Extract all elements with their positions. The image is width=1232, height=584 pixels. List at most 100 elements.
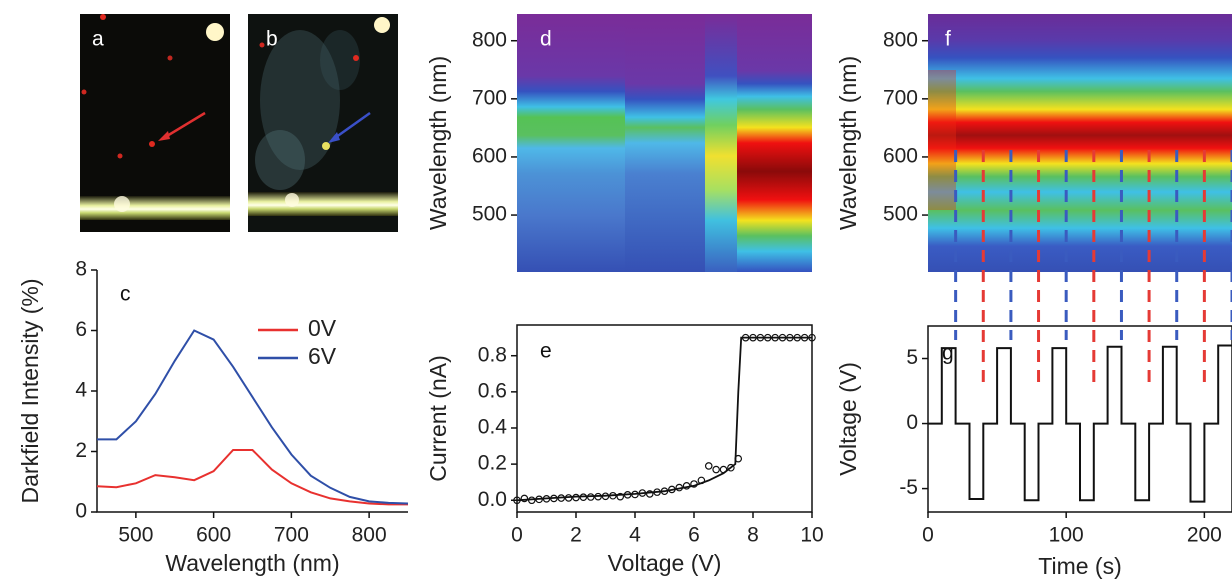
data-point (808, 333, 816, 342)
data-point (520, 494, 529, 503)
y-axis-title: Current (nA) (425, 355, 451, 482)
legend-label: 0V (308, 315, 337, 341)
x-tick-label: 0 (922, 524, 934, 547)
panel-label: e (540, 340, 552, 363)
y-tick-label: 500 (472, 203, 507, 226)
y-axis-title: Wavelength (nm) (425, 56, 451, 230)
y-tick-label: 0.6 (478, 379, 507, 402)
data-point (786, 333, 794, 342)
x-tick-label: 6 (688, 524, 700, 547)
data-point (638, 489, 647, 497)
y-tick-label: 700 (883, 86, 918, 109)
x-tick-label: 100 (1049, 524, 1084, 547)
axis-line (96, 270, 408, 513)
data-point (741, 333, 750, 342)
y-tick-label: 600 (883, 144, 918, 167)
data-point (682, 482, 691, 490)
x-tick-label: 500 (118, 524, 153, 547)
data-point (572, 493, 580, 502)
y-tick-label: -5 (899, 476, 918, 499)
x-axis-title: Voltage (V) (608, 550, 722, 576)
y-tick-label: 0.8 (478, 343, 507, 366)
data-point (586, 493, 595, 501)
heatmap-d (517, 14, 812, 272)
y-axis-title: Wavelength (nm) (835, 56, 861, 230)
x-tick-label: 4 (629, 524, 641, 547)
data-point (645, 490, 654, 498)
x-tick-label: 2 (570, 524, 582, 547)
legend-label: 6V (308, 343, 337, 369)
series-line (96, 449, 408, 506)
x-tick-label: 600 (196, 524, 231, 547)
data-point (579, 493, 588, 501)
y-tick-label: 2 (75, 439, 87, 462)
y-tick-label: 800 (472, 28, 507, 51)
panel-label: c (120, 283, 131, 306)
y-tick-label: 700 (472, 86, 507, 109)
data-point (601, 492, 610, 501)
data-point (527, 496, 536, 505)
x-tick-label: 0 (511, 524, 523, 547)
data-point (668, 485, 676, 494)
data-point (653, 488, 661, 496)
x-axis-title: Time (s) (1038, 553, 1121, 579)
data-point (513, 496, 521, 505)
data-point (712, 465, 720, 474)
data-point (771, 333, 779, 342)
y-axis-title: Darkfield Intensity (%) (17, 279, 43, 504)
series-line (928, 344, 1232, 503)
data-point (704, 462, 713, 470)
x-tick-label: 8 (747, 524, 759, 547)
data-point (763, 333, 772, 342)
data-point (734, 454, 743, 463)
data-point (616, 492, 625, 501)
data-point (557, 494, 566, 502)
fit-line (516, 336, 812, 502)
y-tick-label: 6 (75, 318, 87, 341)
plot-frame (516, 324, 813, 513)
y-tick-label: 4 (75, 379, 87, 402)
data-point (594, 492, 602, 501)
x-tick-label: 10 (800, 524, 823, 547)
y-tick-label: 8 (75, 258, 87, 281)
y-tick-label: 0.2 (478, 452, 507, 475)
y-tick-label: 0 (75, 500, 87, 523)
panel-label: f (945, 28, 951, 51)
data-point (697, 476, 706, 485)
data-point (623, 491, 632, 499)
data-point (727, 463, 735, 472)
data-point (542, 495, 551, 503)
panel-label: d (540, 28, 552, 51)
data-point (550, 494, 558, 503)
data-point (675, 483, 684, 492)
panel-label: a (92, 28, 104, 51)
image-b (248, 14, 398, 232)
series-line (97, 329, 409, 505)
data-point (535, 495, 543, 504)
y-tick-label: 0 (906, 411, 918, 434)
data-point (660, 487, 669, 496)
data-point (719, 465, 728, 474)
y-tick-label: 5 (906, 346, 918, 369)
heatmap-f (928, 14, 1232, 272)
data-point (609, 491, 617, 500)
y-tick-label: 0.0 (478, 488, 507, 511)
y-tick-label: 800 (883, 28, 918, 51)
x-axis-title: Wavelength (nm) (165, 550, 339, 576)
y-tick-label: 500 (883, 203, 918, 226)
plot-frame (927, 325, 1232, 513)
x-tick-label: 200 (1187, 524, 1222, 547)
data-point (564, 494, 573, 502)
data-point (800, 333, 809, 342)
data-point (749, 333, 757, 342)
data-point (778, 333, 787, 342)
y-axis-title: Voltage (V) (835, 362, 861, 476)
panel-label: g (942, 342, 954, 365)
y-tick-label: 0.4 (478, 416, 508, 439)
x-tick-label: 800 (352, 524, 387, 547)
data-point (631, 490, 639, 499)
data-point (690, 480, 698, 488)
image-a (80, 14, 230, 232)
x-tick-label: 700 (274, 524, 309, 547)
